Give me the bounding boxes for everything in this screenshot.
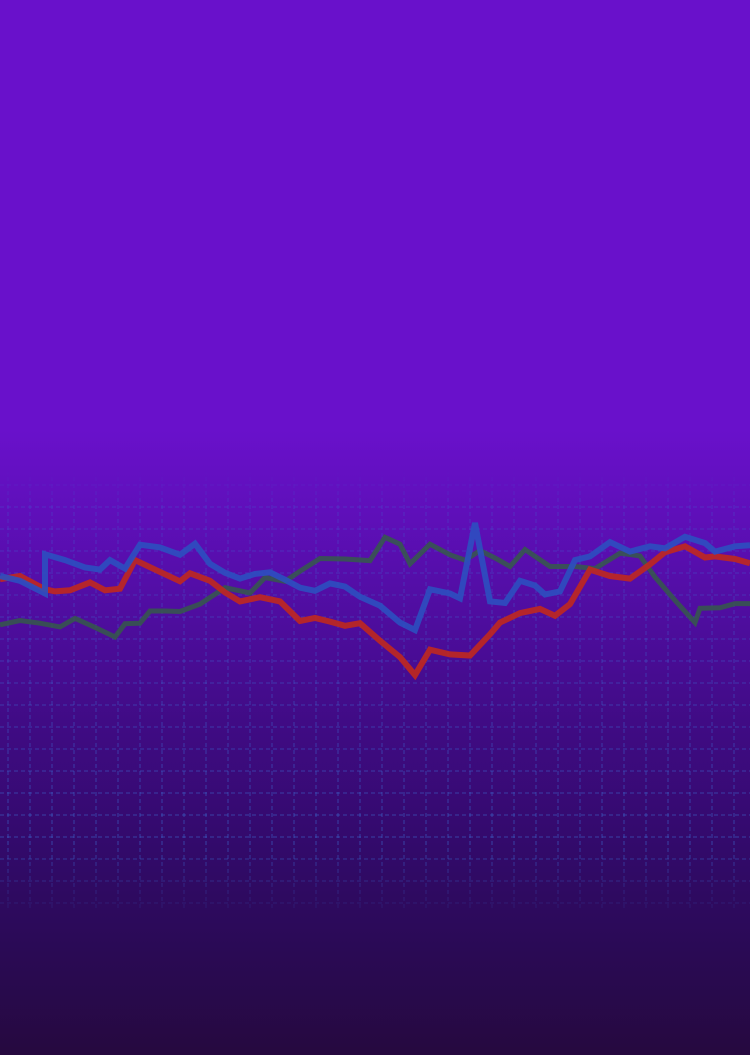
series-line-1: [0, 522, 750, 635]
series-line-2: [0, 534, 750, 641]
chart-grid: [0, 470, 750, 910]
series-line-0: [0, 543, 750, 681]
chart-series-group: [0, 522, 750, 681]
